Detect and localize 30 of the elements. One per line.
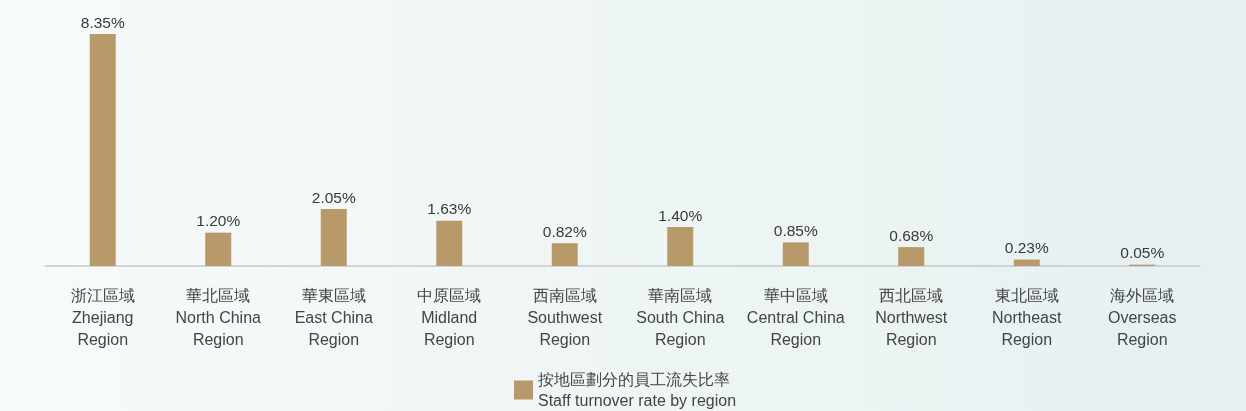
data-label: 0.68%	[889, 226, 934, 244]
bar	[89, 34, 116, 266]
x-tick-label: 華南區域 South China Region	[636, 286, 725, 348]
data-label: 1.20%	[196, 212, 241, 230]
data-label: 1.40%	[658, 206, 703, 224]
bar	[1013, 259, 1040, 266]
data-label: 0.23%	[1004, 239, 1049, 257]
x-tick-label: 華東區域 East China Region	[294, 286, 373, 348]
bar	[667, 227, 694, 266]
x-tick-label: 東北區域 Northeast Region	[992, 286, 1062, 348]
bar	[782, 242, 809, 266]
x-tick-label: 華北區域 North China Region	[175, 286, 262, 348]
bar	[898, 247, 925, 266]
data-label: 1.63%	[427, 200, 472, 218]
data-label: 0.85%	[773, 221, 818, 239]
x-tick-label: 浙江區域 Zhejiang Region	[70, 286, 135, 348]
bar	[551, 243, 578, 266]
x-tick-label: 中原區域 Midland Region	[417, 286, 482, 348]
data-label: 8.35%	[80, 13, 125, 31]
x-tick-label: 西南區域 Southwest Region	[527, 286, 603, 348]
data-label: 2.05%	[311, 188, 356, 206]
x-tick-label: 華中區域 Central China Region	[746, 286, 845, 348]
bar	[436, 220, 463, 266]
bar	[205, 232, 232, 266]
x-tick-label: 海外區域 Overseas Region	[1108, 286, 1177, 348]
data-label: 0.05%	[1120, 244, 1165, 262]
legend-label: 按地區劃分的員工流失比率 Staff turnover rate by region	[538, 371, 737, 409]
data-label: 0.82%	[542, 222, 587, 240]
bar	[320, 209, 347, 266]
x-tick-label: 西北區域 Northwest Region	[875, 286, 948, 348]
